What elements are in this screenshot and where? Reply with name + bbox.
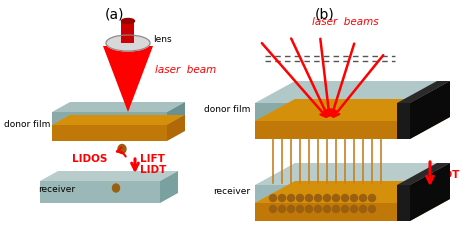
Polygon shape [397, 163, 450, 185]
Ellipse shape [106, 36, 150, 52]
FancyBboxPatch shape [121, 22, 135, 44]
Text: laser  beams: laser beams [312, 17, 378, 27]
Ellipse shape [359, 195, 366, 202]
Text: (b): (b) [315, 7, 335, 21]
Polygon shape [410, 100, 450, 139]
Polygon shape [52, 103, 185, 112]
Text: receiver: receiver [38, 185, 75, 194]
Ellipse shape [297, 195, 303, 202]
Ellipse shape [315, 195, 321, 202]
Polygon shape [255, 103, 410, 122]
Ellipse shape [306, 195, 312, 202]
Ellipse shape [112, 184, 119, 192]
Polygon shape [255, 82, 450, 103]
Polygon shape [410, 82, 450, 139]
Polygon shape [160, 171, 178, 203]
Polygon shape [52, 116, 185, 125]
Ellipse shape [288, 195, 294, 202]
Ellipse shape [341, 206, 348, 213]
Ellipse shape [350, 206, 357, 213]
Ellipse shape [121, 19, 135, 24]
Polygon shape [103, 47, 153, 112]
Polygon shape [397, 185, 410, 221]
Text: LIDT: LIDT [140, 164, 166, 174]
Text: donor film: donor film [4, 120, 50, 129]
Polygon shape [52, 112, 167, 126]
Polygon shape [397, 103, 410, 139]
Polygon shape [255, 185, 410, 203]
Polygon shape [255, 100, 450, 122]
Ellipse shape [368, 206, 375, 213]
Polygon shape [410, 163, 450, 203]
Polygon shape [397, 82, 450, 103]
Polygon shape [167, 116, 185, 141]
Polygon shape [40, 181, 160, 203]
Polygon shape [410, 181, 450, 221]
Polygon shape [255, 122, 410, 139]
Ellipse shape [270, 195, 276, 202]
Text: LIDOS: LIDOS [72, 153, 108, 163]
Text: LIDT: LIDT [433, 169, 459, 179]
Ellipse shape [297, 206, 303, 213]
Polygon shape [255, 163, 450, 185]
Ellipse shape [323, 195, 330, 202]
Ellipse shape [332, 195, 339, 202]
Ellipse shape [288, 206, 294, 213]
Ellipse shape [332, 206, 339, 213]
Text: LIFT: LIFT [140, 153, 165, 163]
Text: laser  beam: laser beam [155, 65, 216, 75]
Ellipse shape [270, 206, 276, 213]
Ellipse shape [350, 195, 357, 202]
Ellipse shape [279, 195, 285, 202]
Polygon shape [255, 181, 450, 203]
Text: lens: lens [153, 34, 172, 43]
Ellipse shape [306, 206, 312, 213]
Polygon shape [40, 171, 178, 181]
Ellipse shape [359, 206, 366, 213]
Text: (a): (a) [105, 7, 125, 21]
Text: receiver: receiver [213, 187, 250, 196]
Polygon shape [167, 103, 185, 126]
Ellipse shape [279, 206, 285, 213]
Ellipse shape [323, 206, 330, 213]
Ellipse shape [315, 206, 321, 213]
Text: donor film: donor film [204, 105, 250, 114]
Ellipse shape [341, 195, 348, 202]
Polygon shape [410, 163, 450, 221]
Polygon shape [52, 125, 167, 141]
Ellipse shape [368, 195, 375, 202]
Polygon shape [410, 82, 450, 122]
Polygon shape [255, 203, 410, 221]
Ellipse shape [118, 145, 126, 154]
